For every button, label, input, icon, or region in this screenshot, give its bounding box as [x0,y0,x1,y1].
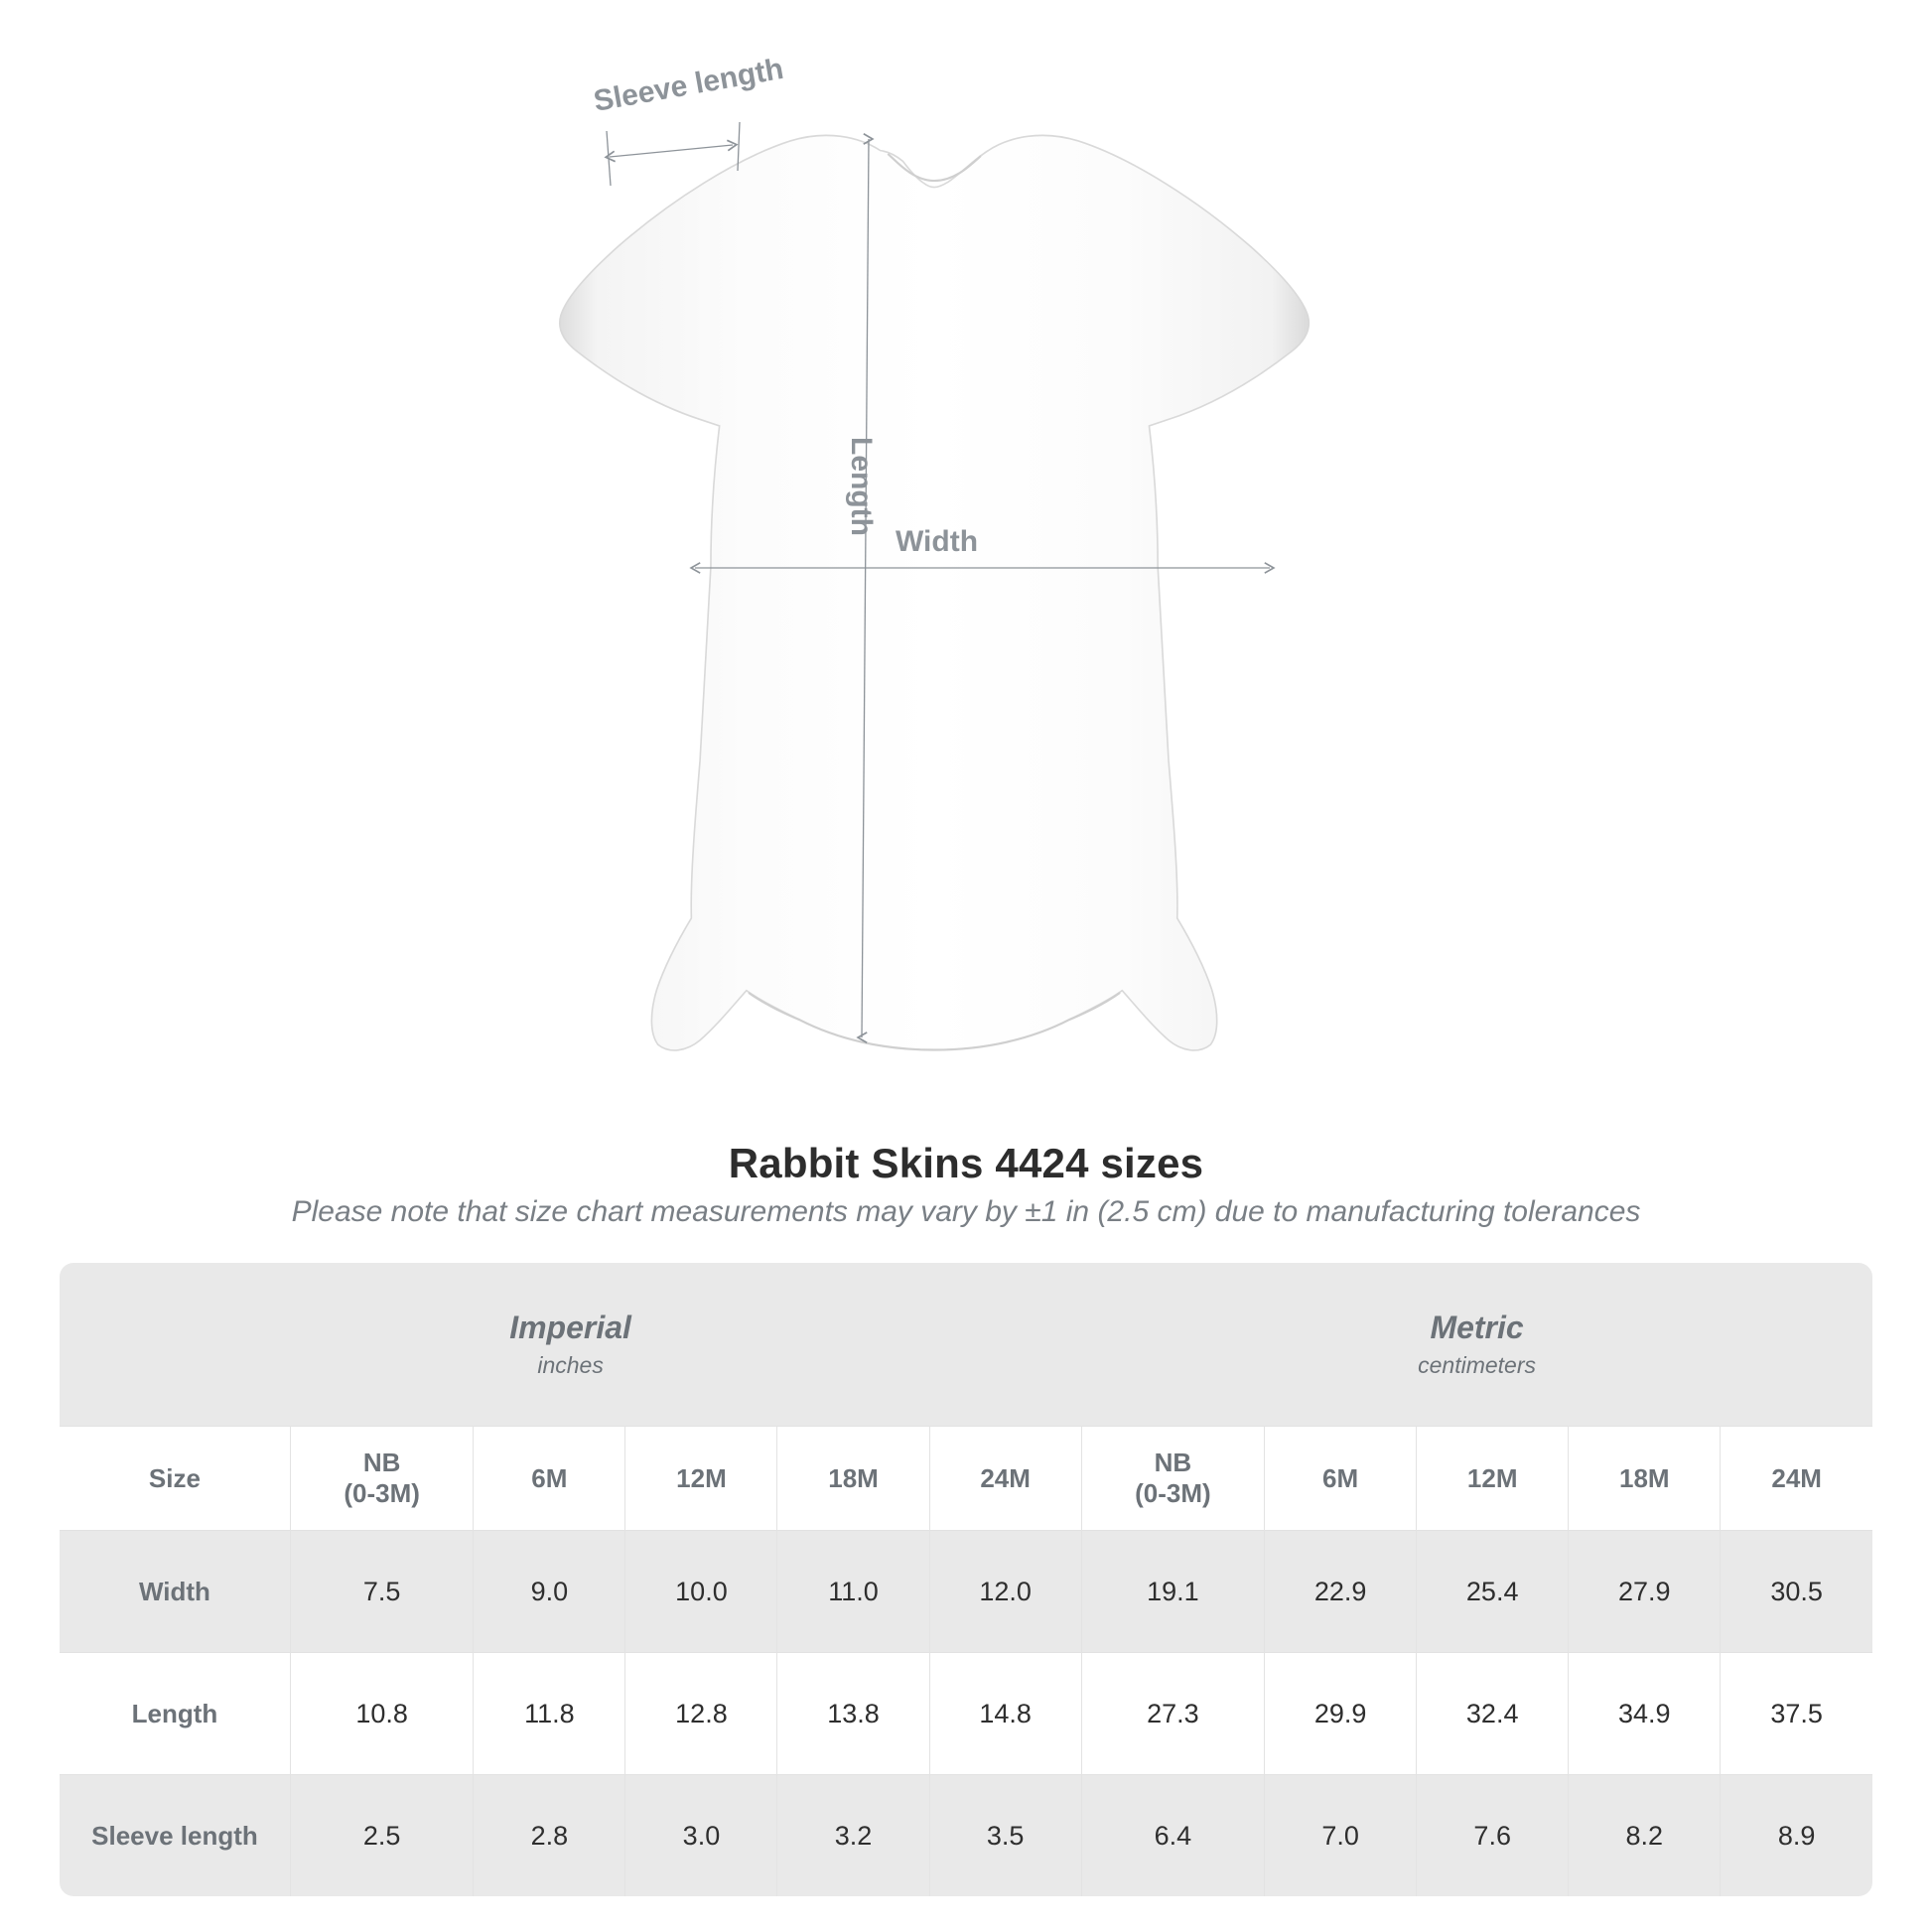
svg-text:Length: Length [845,437,878,536]
svg-text:Sleeve length: Sleeve length [591,53,785,118]
svg-text:Width: Width [896,525,978,558]
